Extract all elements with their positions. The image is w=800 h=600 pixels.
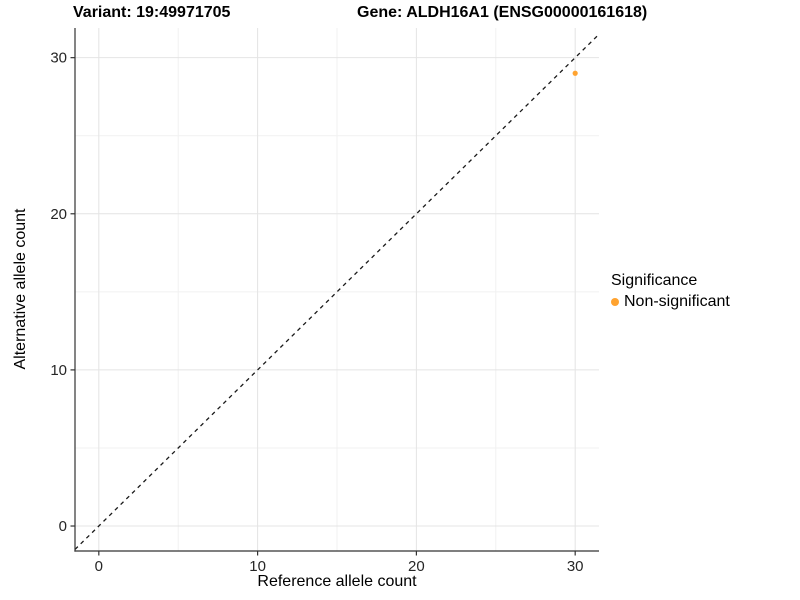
x-tick-label: 30 [567, 558, 584, 575]
y-tick-label: 10 [50, 362, 67, 379]
legend-title: Significance [611, 272, 698, 289]
y-tick-label: 30 [50, 50, 67, 67]
y-tick-label: 20 [50, 206, 67, 223]
x-tick-label: 0 [95, 558, 103, 575]
legend-point-icon [611, 298, 619, 306]
data-point [572, 70, 578, 76]
identity-dashed-line [74, 33, 600, 550]
y-tick-label: 0 [59, 518, 67, 535]
plot-title-variant: Variant: 19:49971705 [73, 4, 231, 21]
legend-item-label: Non-significant [624, 293, 730, 310]
y-axis-title: Alternative allele count [12, 208, 29, 370]
plot-title-gene: Gene: ALDH16A1 (ENSG00000161618) [357, 4, 648, 21]
legend-item: Non-significant [611, 293, 730, 311]
x-axis-title: Reference allele count [257, 573, 417, 590]
x-tick-label: 10 [249, 558, 266, 575]
legend: Significance Non-significant [611, 272, 730, 311]
x-tick-label: 20 [408, 558, 425, 575]
